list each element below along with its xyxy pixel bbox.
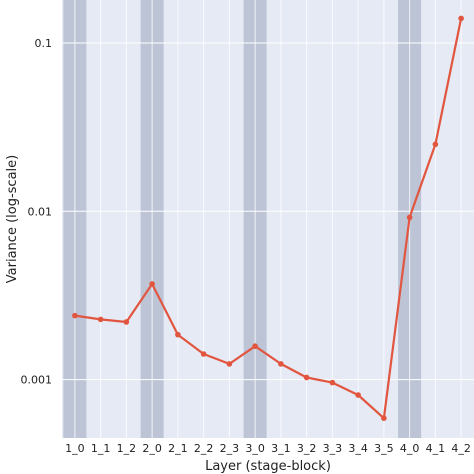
x-tick-label: 3_2 — [297, 442, 317, 455]
grid-lines — [62, 0, 474, 438]
data-point-2_3 — [226, 361, 233, 367]
y-tick-label: 0.1 — [35, 37, 53, 50]
x-tick-label: 2_0 — [142, 442, 162, 455]
x-tick-label: 3_5 — [374, 442, 394, 455]
data-point-3_0 — [252, 343, 258, 349]
x-tick-label: 3_0 — [245, 442, 265, 455]
data-point-3_3 — [329, 379, 336, 386]
x-tick-label: 3_1 — [271, 442, 291, 455]
data-point-3_5 — [381, 415, 387, 421]
x-tick-label: 3_4 — [348, 442, 368, 455]
y-axis-title: Variance (log-scale) — [5, 155, 20, 283]
data-point-2_0 — [149, 281, 155, 287]
x-tick-labels: 1_0 1_1 1_2 2_0 2_1 2_2 2_3 3_0 3_1 3_2 3_3 3_4 3_5 4… — [65, 442, 471, 455]
x-axis-title: Layer (stage-block) — [205, 459, 331, 474]
y-tick-labels: 0.001 0.01 0.1 — [21, 37, 53, 387]
data-point-1_1 — [97, 316, 104, 323]
data-point-2_2 — [200, 351, 207, 357]
data-point-4_0 — [406, 214, 413, 221]
x-tick-label: 4_1 — [426, 442, 446, 455]
data-point-1_0 — [72, 312, 78, 319]
data-point-1_2 — [123, 319, 130, 325]
data-point-2_1 — [175, 331, 181, 338]
y-tick-label: 0.001 — [21, 374, 53, 387]
x-tick-label: 2_2 — [194, 442, 214, 455]
x-tick-label: 3_3 — [323, 442, 343, 455]
series-layer — [72, 15, 464, 421]
data-point-4_1 — [432, 141, 439, 148]
data-point-4_2 — [458, 15, 464, 22]
data-point-3_1 — [278, 361, 284, 367]
y-tick-label: 0.01 — [28, 205, 53, 218]
x-tick-label: 4_0 — [400, 442, 420, 455]
x-tick-label: 1_1 — [91, 442, 111, 455]
x-tick-label: 4_2 — [451, 442, 471, 455]
x-tick-label: 1_0 — [65, 442, 85, 455]
data-point-3_2 — [303, 374, 310, 381]
series-line — [74, 18, 463, 420]
x-tick-label: 2_1 — [168, 442, 188, 455]
data-point-3_4 — [355, 392, 361, 398]
x-tick-label: 2_3 — [220, 442, 240, 455]
x-tick-label: 1_2 — [117, 442, 137, 455]
